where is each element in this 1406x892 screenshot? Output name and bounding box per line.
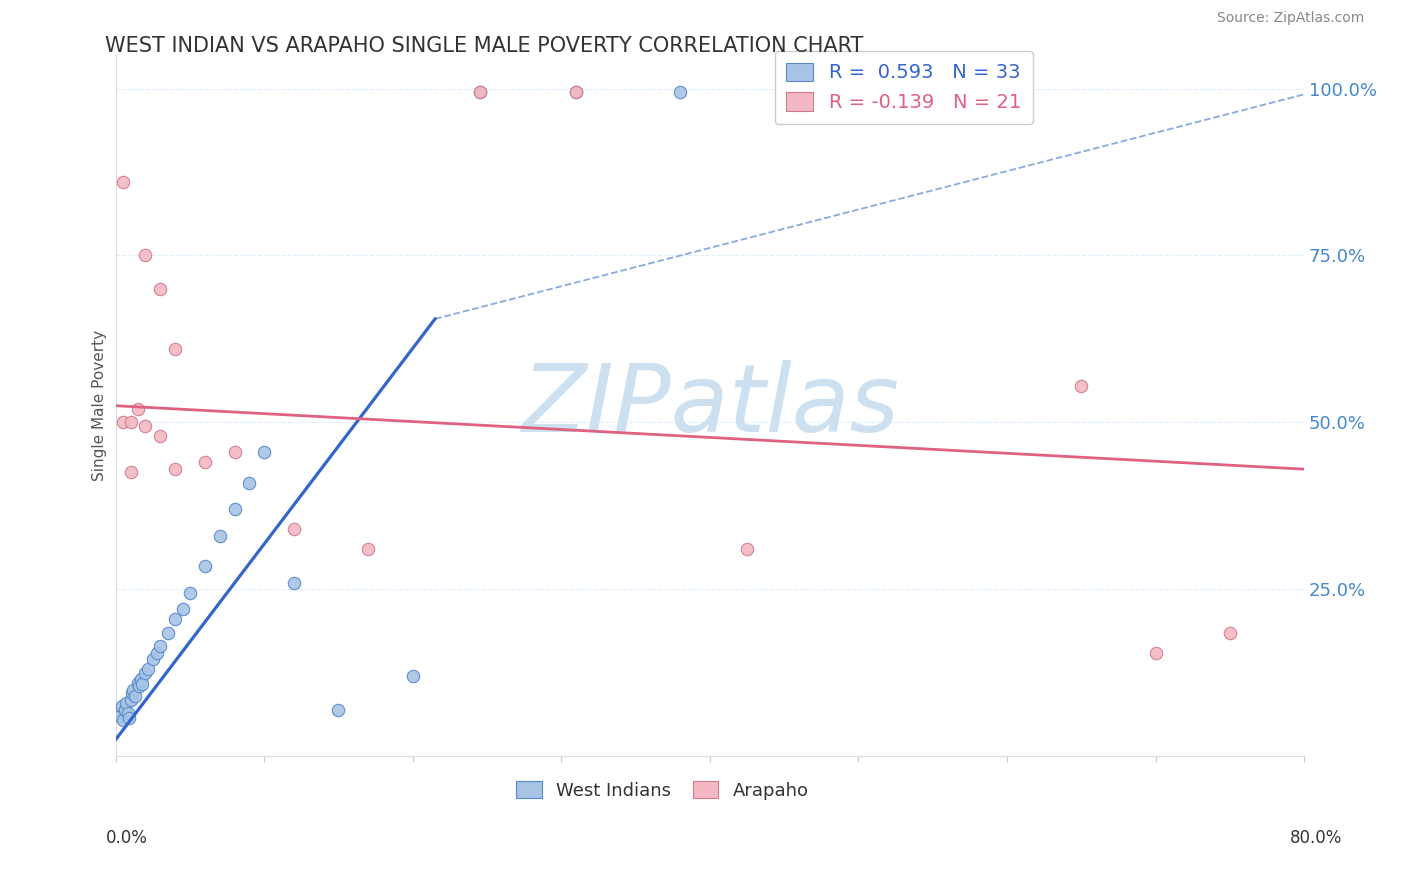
Point [149,429,172,443]
Point [565,85,588,99]
Point [129,673,152,687]
Text: Source: ZipAtlas.com: Source: ZipAtlas.com [1216,12,1364,25]
Point [402,669,425,683]
Point [1144,646,1167,660]
Point [112,713,135,727]
Point [468,85,491,99]
Point [468,85,491,99]
Text: 80.0%: 80.0% [1291,829,1343,847]
Point [146,646,169,660]
Point [149,282,172,296]
Point [138,663,160,677]
Point [118,710,141,724]
Point [108,709,131,723]
Point [165,462,187,476]
Point [110,699,132,714]
Point [283,575,305,590]
Point [735,542,758,557]
Point [134,665,156,680]
Text: 0.0%: 0.0% [105,829,148,847]
Text: WEST INDIAN VS ARAPAHO SINGLE MALE POVERTY CORRELATION CHART: WEST INDIAN VS ARAPAHO SINGLE MALE POVER… [105,36,863,55]
Point [120,692,142,706]
Point [149,639,172,653]
Point [165,342,187,356]
Point [565,85,588,99]
Point [669,85,692,99]
Point [112,416,135,430]
Point [194,455,217,469]
Point [127,402,149,417]
Point [122,682,145,697]
Point [112,175,135,189]
Point [142,652,165,666]
Point [128,679,150,693]
Point [172,602,194,616]
Point [115,696,138,710]
Point [107,706,129,720]
Point [179,585,201,599]
Point [156,625,179,640]
Point [328,702,350,716]
Point [253,445,276,459]
Point [134,418,156,433]
Legend: West Indians, Arapaho: West Indians, Arapaho [509,773,815,807]
Point [131,677,153,691]
Point [127,676,149,690]
Y-axis label: Single Male Poverty: Single Male Poverty [93,330,107,482]
Point [117,706,139,720]
Point [357,542,380,557]
Point [224,445,246,459]
Point [124,689,146,703]
Point [114,702,136,716]
Point [224,502,246,516]
Text: ZIPatlas: ZIPatlas [522,360,898,451]
Point [121,686,143,700]
Point [165,612,187,626]
Point [1070,378,1092,392]
Point [134,248,156,262]
Point [238,475,260,490]
Point [283,522,305,536]
Point [120,416,142,430]
Point [1219,625,1241,640]
Point [120,466,142,480]
Point [208,529,231,543]
Point [194,559,217,574]
